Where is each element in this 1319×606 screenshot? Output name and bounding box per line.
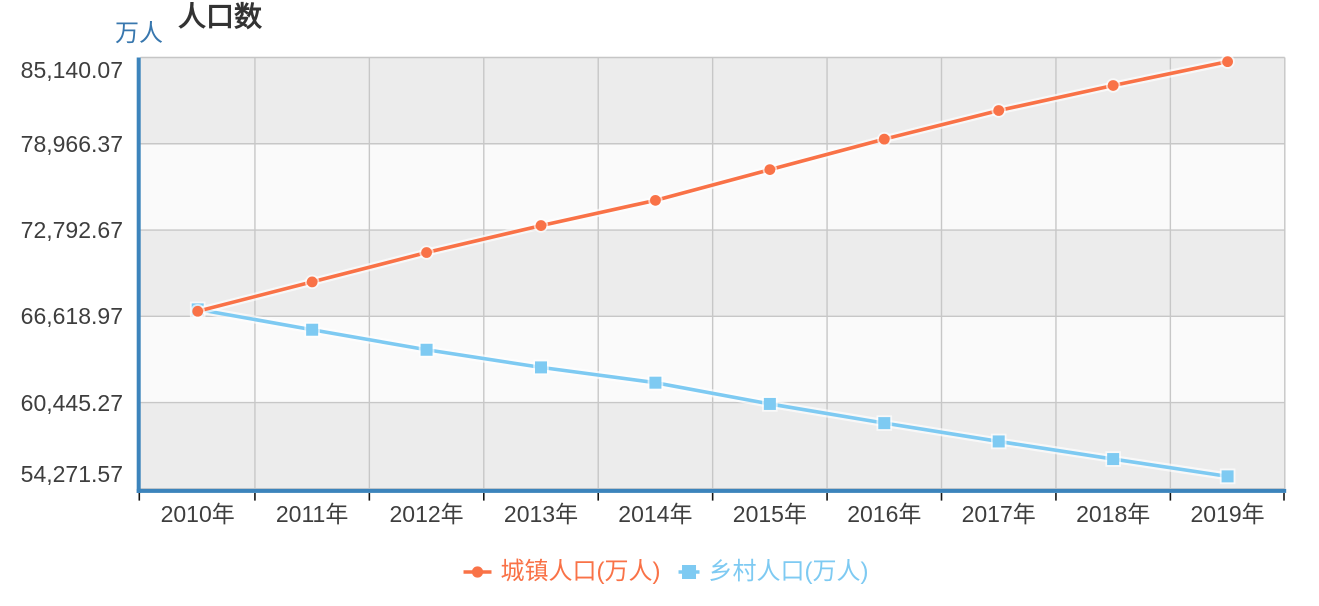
data-point-marker xyxy=(306,323,319,336)
data-point-marker xyxy=(650,194,661,206)
data-point-marker xyxy=(1222,56,1233,68)
x-axis-category-label: 2015年 xyxy=(732,501,807,527)
x-axis-category-label: 2010年 xyxy=(160,501,235,527)
y-axis-tick-label: 54,271.57 xyxy=(20,460,123,487)
chart-title: 人口数 xyxy=(178,1,263,32)
x-axis-category-label: 2019年 xyxy=(1190,501,1265,527)
x-axis-category-label: 2017年 xyxy=(961,501,1036,527)
legend-label-urban: 城镇人口(万人) xyxy=(500,558,661,585)
data-point-marker xyxy=(878,133,890,145)
x-axis-category-label: 2016年 xyxy=(847,501,922,527)
y-axis-tick-label: 85,140.07 xyxy=(20,56,123,83)
data-point-marker xyxy=(763,397,776,410)
data-point-marker xyxy=(192,305,204,317)
x-axis-line xyxy=(136,488,1287,493)
data-point-marker xyxy=(535,220,547,231)
data-point-marker xyxy=(1107,80,1119,91)
y-axis-line xyxy=(136,57,141,493)
data-point-marker xyxy=(992,435,1005,448)
legend: 城镇人口(万人) 乡村人口(万人) xyxy=(463,558,869,586)
x-axis-category-label: 2012年 xyxy=(389,501,464,527)
legend-item-urban[interactable]: 城镇人口(万人) xyxy=(463,558,661,586)
data-point-marker xyxy=(878,417,891,430)
rural-series-legend-marker-icon xyxy=(678,565,700,579)
y-axis-tick-label: 66,618.97 xyxy=(20,303,123,330)
x-axis-category-label: 2011年 xyxy=(275,501,349,527)
data-point-marker xyxy=(764,164,776,176)
data-point-marker xyxy=(306,276,318,288)
y-axis-tick-label: 72,792.67 xyxy=(20,217,123,243)
x-axis-category-label: 2013年 xyxy=(503,501,579,527)
x-axis-category-label: 2018年 xyxy=(1076,501,1151,527)
legend-item-rural[interactable]: 乡村人口(万人) xyxy=(678,558,869,586)
y-axis-tick-label: 78,966.37 xyxy=(20,130,123,157)
urban-series-legend-marker-icon xyxy=(463,566,492,578)
legend-label-rural: 乡村人口(万人) xyxy=(708,558,869,585)
data-point-marker xyxy=(1107,453,1120,466)
data-point-marker xyxy=(421,247,432,258)
data-point-marker xyxy=(649,376,662,389)
x-axis-category-label: 2014年 xyxy=(618,501,693,527)
data-point-marker xyxy=(993,105,1005,116)
y-axis-unit-label: 万人 xyxy=(115,20,163,47)
data-point-marker xyxy=(1221,470,1234,483)
y-axis-tick-label: 60,445.27 xyxy=(20,389,123,416)
data-point-marker xyxy=(535,361,547,374)
series-urban xyxy=(190,54,1235,319)
data-point-marker xyxy=(420,343,433,356)
